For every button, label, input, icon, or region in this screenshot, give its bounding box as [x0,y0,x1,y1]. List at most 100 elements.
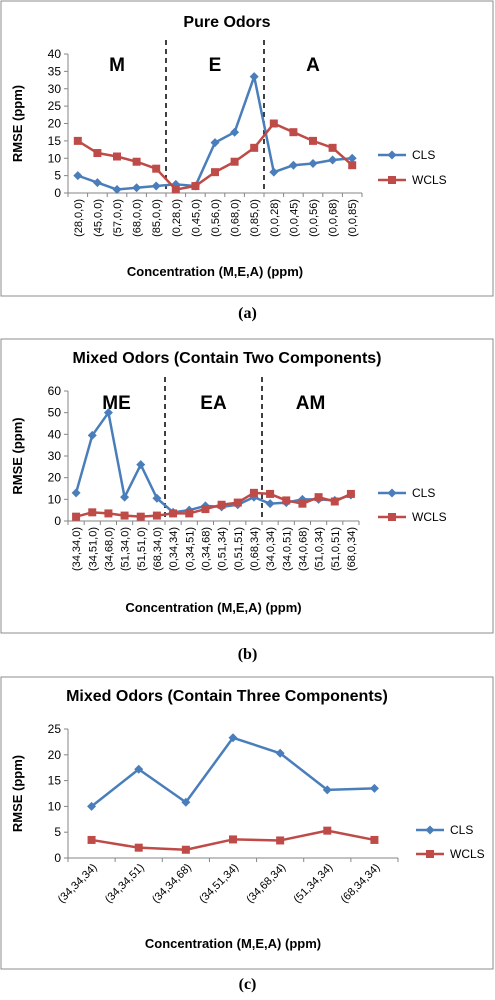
data-point-wcls [169,509,178,518]
data-point-wcls [330,497,339,506]
x-tick-label: (68,34,0) [152,527,164,571]
data-point-wcls [88,508,97,517]
data-point-cls [112,185,122,195]
y-tick-label: 35 [48,64,62,78]
x-tick-label: (34,0,34) [265,527,277,571]
y-tick-label: 40 [48,47,62,61]
y-tick-label: 20 [48,117,62,131]
group-label: EA [200,393,227,414]
x-tick-label: (68,0,0) [132,199,144,237]
data-point-cls [103,408,113,418]
y-tick-label: 15 [48,134,62,148]
y-tick-label: 30 [48,82,62,96]
x-tick-label: (57,0,0) [112,199,124,237]
y-tick-label: 0 [54,186,61,200]
x-tick-label: (68,0,34) [346,527,358,571]
x-tick-label: (0,45,0) [190,199,202,237]
x-tick-label: (34,68,0) [103,527,115,571]
data-point-wcls [282,496,291,505]
legend-marker-wcls [426,850,434,858]
x-tick-label: (51,0,34) [314,527,326,571]
x-tick-label: (51,51,0) [136,527,148,571]
data-point-cls [152,493,162,503]
y-tick-label: 10 [48,799,62,813]
y-axis-label: RMSE (ppm) [10,417,25,494]
legend-label-wcls: WCLS [412,510,447,524]
data-point-wcls [87,835,96,844]
x-tick-label: (51,0,51) [330,527,342,571]
data-point-cls [210,138,220,148]
group-label: M [109,55,125,76]
data-point-cls [73,171,83,181]
data-point-cls [87,430,97,440]
data-point-wcls [346,489,355,498]
x-tick-label: (0,0,68) [328,199,340,237]
x-tick-label: (45,0,0) [92,199,104,237]
data-point-wcls [136,512,145,521]
data-point-wcls [217,500,226,509]
chart-panel-a: Pure Odors 0 5 10 15 20 25 30 35 40 (28,0,0) (45,0,… [0,0,494,297]
chart-panel-b: Mixed Odors (Contain Two Components) 0 10 2… [0,338,494,634]
chart-panel-c: Mixed Odors (Contain Three Components) 0 5… [0,676,494,970]
chart-title: Mixed Odors (Contain Two Components) [72,350,381,367]
x-tick-label: (34,51,0) [87,527,99,571]
y-tick-label: 0 [54,851,61,865]
caption-a: (a) [238,305,257,322]
y-tick-label: 10 [48,492,62,506]
data-point-wcls [72,512,81,521]
legend-marker-cls [387,488,397,498]
data-point-wcls [276,836,285,845]
x-tick-label: (28,0,0) [73,199,85,237]
data-point-cls [269,167,279,177]
data-point-cls [71,488,81,498]
group-label: AM [296,393,326,414]
x-tick-label: (0,34,34) [168,527,180,571]
y-tick-label: 20 [48,471,62,485]
y-tick-label: 30 [48,449,62,463]
x-tick-label: (0,85,0) [249,199,261,237]
chart-frame [0,338,494,634]
x-tick-label: (0,0,85) [347,199,359,237]
data-point-cls [92,178,102,188]
chart-a: Pure Odors 0 5 10 15 20 25 30 35 40 (28,0,0) (45,0,… [0,0,494,297]
legend-label-cls: CLS [412,486,435,500]
data-point-cls [151,181,161,191]
y-axis-label: RMSE (ppm) [10,755,25,832]
data-point-wcls [185,509,194,518]
data-point-wcls [323,826,332,835]
data-point-cls [87,801,97,811]
legend-label-wcls: WCLS [450,847,485,861]
data-point-cls [288,160,298,170]
data-point-wcls [250,143,259,152]
data-point-cls [275,748,285,758]
data-point-wcls [201,505,210,514]
chart-c: Mixed Odors (Contain Three Components) 0 5… [0,676,494,970]
data-point-cls [230,127,240,137]
data-point-wcls [104,509,113,518]
data-point-wcls [298,499,307,508]
x-tick-label: (34,34,0) [71,527,83,571]
data-point-cls [347,153,357,163]
y-axis-label: RMSE (ppm) [10,85,25,162]
y-tick-label: 5 [54,169,61,183]
data-point-cls [228,733,238,743]
chart-title: Mixed Odors (Contain Three Components) [66,688,388,705]
data-point-cls [308,158,318,168]
x-tick-label: (0,68,0) [230,199,242,237]
chart-b: Mixed Odors (Contain Two Components) 0 10 2… [0,338,494,634]
data-point-cls [120,492,130,502]
data-point-wcls [120,511,129,520]
x-tick-label: (0,28,0) [171,199,183,237]
data-point-wcls [289,128,298,137]
data-point-wcls [93,149,102,158]
data-point-wcls [211,168,219,177]
data-point-wcls [181,845,190,854]
data-point-wcls [113,152,121,161]
x-tick-label: (0,68,34) [249,527,261,571]
legend-marker-wcls [388,513,396,521]
x-tick-label: (34,0,68) [297,527,309,571]
y-tick-label: 0 [54,514,61,528]
data-point-cls [249,72,259,82]
x-tick-label: (0,51,51) [233,527,245,571]
y-tick-label: 10 [48,151,62,165]
